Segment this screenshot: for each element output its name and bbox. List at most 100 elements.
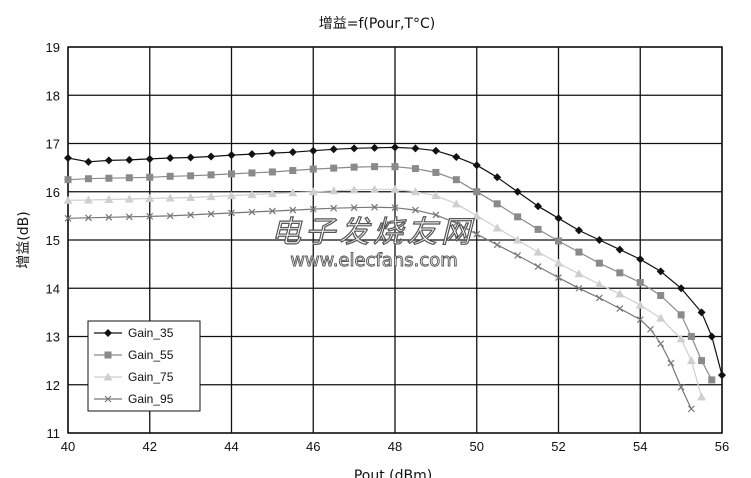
data-point-gain-55 — [432, 168, 440, 176]
data-point-gain-55 — [708, 376, 716, 384]
y-tick-label: 19 — [46, 40, 60, 55]
data-point-gain-75 — [308, 187, 318, 196]
data-point-gain-55 — [575, 248, 583, 256]
watermark: 电子发烧友网 www.elecfans.com — [270, 214, 471, 271]
y-axis-label: 增益(dB) — [16, 211, 32, 268]
data-point-gain-35 — [431, 146, 440, 155]
data-point-gain-55 — [309, 165, 317, 173]
data-point-gain-35 — [656, 267, 665, 276]
data-point-gain-95 — [391, 204, 399, 212]
data-point-gain-55 — [84, 175, 92, 183]
data-point-gain-75 — [186, 193, 196, 202]
data-point-gain-95 — [330, 204, 338, 212]
data-point-gain-55 — [289, 167, 297, 175]
data-point-gain-35 — [554, 214, 563, 223]
y-tick-label: 12 — [46, 378, 60, 393]
data-point-gain-95 — [657, 340, 665, 348]
series-gain-55 — [64, 163, 716, 384]
x-tick-label: 48 — [388, 439, 402, 454]
data-point-gain-75 — [533, 247, 543, 256]
data-point-gain-55 — [698, 357, 706, 365]
data-point-gain-55 — [187, 172, 195, 180]
data-point-gain-55 — [657, 291, 665, 299]
data-point-gain-95 — [667, 359, 675, 367]
legend-label-gain-95: Gain_95 — [128, 392, 174, 406]
data-point-gain-35 — [493, 173, 502, 182]
data-point-gain-55 — [166, 172, 174, 180]
data-point-gain-95 — [228, 209, 235, 217]
data-point-gain-35 — [452, 153, 461, 162]
data-point-gain-75 — [686, 356, 696, 365]
data-point-gain-75 — [124, 194, 134, 203]
data-point-gain-35 — [636, 255, 645, 264]
x-tick-label: 46 — [306, 439, 320, 454]
x-tick-label: 44 — [224, 439, 238, 454]
x-tick-label: 42 — [143, 439, 157, 454]
data-point-gain-75 — [635, 300, 645, 309]
data-point-gain-35 — [350, 144, 359, 153]
data-point-gain-35 — [677, 284, 686, 293]
data-point-gain-75 — [247, 190, 257, 199]
y-tick-label: 18 — [46, 88, 60, 103]
data-point-gain-55 — [146, 173, 154, 181]
data-point-gain-35 — [268, 149, 277, 158]
data-point-gain-35 — [391, 143, 399, 152]
x-tick-label: 54 — [633, 439, 647, 454]
data-point-gain-95 — [432, 211, 440, 219]
y-tick-label: 17 — [46, 137, 60, 152]
data-point-gain-55 — [473, 188, 481, 196]
legend-label-gain-35: Gain_35 — [128, 326, 174, 340]
data-point-gain-95 — [636, 316, 644, 324]
data-point-gain-55 — [105, 174, 113, 182]
data-point-gain-95 — [105, 213, 113, 221]
legend-marker-gain-55 — [104, 351, 112, 359]
data-point-gain-75 — [227, 191, 236, 200]
data-point-gain-35 — [718, 371, 726, 380]
data-point-gain-55 — [595, 259, 603, 267]
data-point-gain-35 — [64, 153, 72, 162]
data-point-gain-35 — [84, 157, 93, 166]
data-point-gain-75 — [410, 187, 420, 196]
data-point-gain-55 — [228, 170, 235, 178]
x-axis-label: Pout (dBm) — [354, 468, 432, 478]
data-point-gain-75 — [206, 192, 216, 201]
data-point-gain-35 — [595, 236, 604, 244]
data-point-gain-95 — [595, 294, 603, 302]
x-tick-label: 50 — [470, 439, 484, 454]
data-point-gain-95 — [64, 214, 72, 222]
data-point-gain-35 — [207, 152, 216, 161]
data-point-gain-55 — [350, 163, 358, 171]
data-point-gain-75 — [431, 191, 441, 200]
data-point-gain-55 — [636, 278, 644, 286]
data-point-gain-95 — [268, 207, 276, 215]
data-point-gain-35 — [574, 226, 583, 235]
series-gain-75 — [63, 184, 707, 401]
data-point-gain-75 — [165, 193, 175, 202]
data-point-gain-35 — [411, 144, 420, 153]
y-tick-label: 15 — [46, 233, 60, 248]
legend-marker-gain-35 — [104, 329, 112, 337]
data-point-gain-95 — [687, 405, 695, 413]
data-point-gain-75 — [288, 188, 298, 197]
data-point-gain-95 — [187, 211, 195, 219]
data-point-gain-75 — [697, 392, 707, 401]
data-point-gain-55 — [452, 176, 460, 184]
watermark-url: www.elecfans.com — [290, 250, 458, 271]
series-gain-95 — [64, 203, 695, 413]
data-point-gain-55 — [677, 311, 685, 319]
data-point-gain-55 — [64, 176, 72, 184]
data-point-gain-95 — [85, 214, 92, 222]
data-point-gain-75 — [492, 223, 502, 232]
data-point-gain-55 — [493, 200, 501, 208]
series-line-gain-55 — [67, 166, 713, 381]
data-point-gain-95 — [146, 212, 154, 220]
data-point-gain-35 — [166, 153, 175, 162]
data-point-gain-95 — [371, 203, 378, 211]
data-point-gain-95 — [207, 210, 215, 218]
data-point-gain-95 — [534, 263, 542, 270]
data-point-gain-75 — [676, 334, 686, 343]
data-point-gain-75 — [349, 185, 359, 194]
data-point-gain-55 — [391, 163, 399, 171]
x-tick-label: 52 — [551, 439, 565, 454]
data-point-gain-75 — [145, 194, 155, 203]
